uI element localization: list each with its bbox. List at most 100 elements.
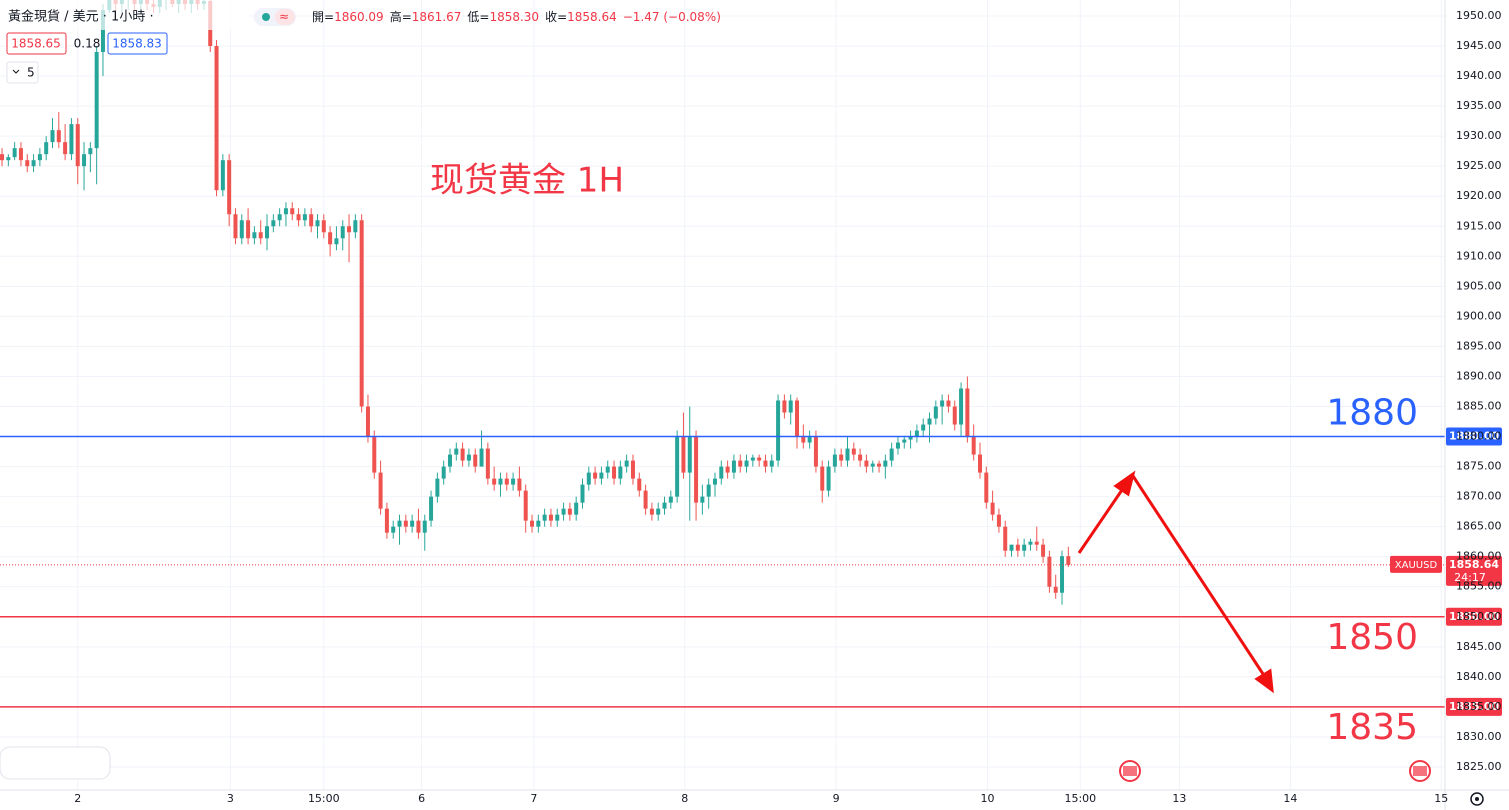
candle-body xyxy=(769,460,774,467)
candle-body xyxy=(0,154,5,161)
candle-body xyxy=(902,439,907,443)
x-tick-label: 15 xyxy=(1434,792,1448,805)
candle-body xyxy=(56,130,61,143)
candle-body xyxy=(88,148,93,155)
level-big-label: 1850 xyxy=(1326,617,1418,658)
candle-body xyxy=(44,142,49,155)
y-tick-label: 1880.00 xyxy=(1456,430,1502,443)
candle-body xyxy=(593,472,598,479)
candle-body xyxy=(795,400,800,437)
x-tick-label: 7 xyxy=(530,792,537,805)
header: 黃金現貨 / 美元 · 1小時 · ≈ 開=1860.09 高=1861.67 低=… xyxy=(0,0,721,84)
y-tick-label: 1825.00 xyxy=(1456,760,1502,773)
candle-body xyxy=(1041,544,1046,557)
candle-body xyxy=(952,406,957,425)
candle-body xyxy=(750,457,755,461)
y-tick-label: 1925.00 xyxy=(1456,159,1502,172)
candle-body xyxy=(839,454,844,461)
x-tick-label: 13 xyxy=(1172,792,1186,805)
x-tick-label: 8 xyxy=(681,792,688,805)
candle-body xyxy=(82,154,87,167)
candle-body xyxy=(586,472,591,485)
candle-body xyxy=(302,214,307,221)
arrow-up xyxy=(1077,486,1126,554)
x-tick-label: 3 xyxy=(227,792,234,805)
x-tick-label: 14 xyxy=(1283,792,1297,805)
candle-body xyxy=(94,52,99,149)
candle-body xyxy=(757,457,762,461)
candle-body xyxy=(712,478,717,485)
indicator-toggle[interactable] xyxy=(6,61,39,84)
chevron xyxy=(12,69,20,74)
ohlc: 開=1860.09 高=1861.67 低=1858.30 收=1858.64 −1.4… xyxy=(312,9,721,24)
candle-body xyxy=(536,520,541,527)
ohlc-label: 收= xyxy=(545,10,567,24)
candle-body xyxy=(832,454,837,467)
indicator-count: 5 xyxy=(27,66,35,80)
candle-body xyxy=(309,214,314,227)
ohlc-value: 1860.09 xyxy=(334,10,384,24)
candle-body xyxy=(927,418,932,425)
candle-body xyxy=(473,454,478,467)
candle-body xyxy=(265,226,270,239)
spread: 0.18 xyxy=(74,37,101,51)
candle-body xyxy=(858,454,863,461)
candle-body xyxy=(555,514,560,521)
x-tick-label: 6 xyxy=(418,792,425,805)
candle-body xyxy=(694,436,699,503)
candle-body xyxy=(6,157,11,161)
y-tick-label: 1840.00 xyxy=(1456,670,1502,683)
candle-body xyxy=(965,388,970,437)
candle-body xyxy=(908,436,913,440)
ohlc-value: 1858.64 xyxy=(567,10,617,24)
candle-body xyxy=(447,454,452,467)
candle-body xyxy=(984,472,989,503)
candle-body xyxy=(933,406,938,419)
candle-body xyxy=(523,490,528,521)
candle-body xyxy=(971,436,976,455)
candle-body xyxy=(1015,544,1020,551)
candle-body xyxy=(37,154,42,161)
ohlc-value: 1861.67 xyxy=(412,10,462,24)
y-tick-label: 1900.00 xyxy=(1456,309,1502,322)
candle-body xyxy=(618,466,623,479)
candle-body xyxy=(706,484,711,497)
candle-body xyxy=(397,520,402,527)
candle-body xyxy=(391,526,396,533)
candles xyxy=(0,0,1071,605)
candle-body xyxy=(959,388,964,425)
candle-body xyxy=(31,160,36,167)
arrow-down xyxy=(1131,475,1267,678)
symbol-tag xyxy=(1390,555,1442,573)
candle-body xyxy=(895,442,900,449)
candle-body xyxy=(561,508,566,515)
candle-body xyxy=(220,160,225,191)
candle-body xyxy=(290,208,295,215)
candle-body xyxy=(315,220,320,227)
settings-icon[interactable] xyxy=(1470,792,1484,806)
candle-body xyxy=(454,448,459,455)
candle-body xyxy=(643,490,648,509)
y-tick-label: 1865.00 xyxy=(1456,520,1502,533)
candle-body xyxy=(921,424,926,431)
candle-body xyxy=(365,406,370,437)
ohlc-label: 低= xyxy=(467,10,489,24)
candle-body xyxy=(668,496,673,503)
candle-body xyxy=(725,466,730,473)
ask-box xyxy=(107,32,168,55)
y-tick-label: 1935.00 xyxy=(1456,99,1502,112)
candle-body xyxy=(422,520,427,533)
candle-body xyxy=(851,448,856,455)
candle-body xyxy=(990,502,995,515)
candle-body xyxy=(69,124,74,155)
candle-body xyxy=(353,220,358,233)
level-tag-label: 1835.00 xyxy=(1449,700,1499,713)
candle-body xyxy=(50,130,55,143)
candle-body xyxy=(511,478,516,485)
status-dot xyxy=(262,13,270,21)
ohlc-label: 高= xyxy=(390,9,412,24)
candle-body xyxy=(435,478,440,497)
y-tick-label: 1915.00 xyxy=(1456,219,1502,232)
navigation-box[interactable] xyxy=(0,746,111,780)
x-tick-label: 15:00 xyxy=(1064,792,1096,805)
